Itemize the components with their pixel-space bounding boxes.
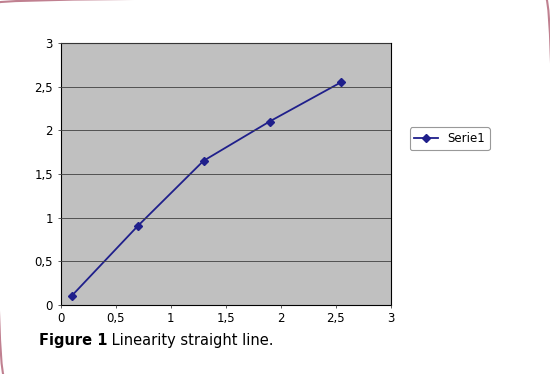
Serie1 [338,80,344,85]
Serie1 [68,294,75,298]
Line: Serie1: Serie1 [69,80,344,299]
Serie1 [134,224,141,229]
Serie1 [266,119,273,124]
Text: Linearity straight line.: Linearity straight line. [107,333,274,348]
Legend: Serie1: Serie1 [410,128,490,150]
Text: Figure 1: Figure 1 [39,333,107,348]
Serie1 [200,159,207,163]
